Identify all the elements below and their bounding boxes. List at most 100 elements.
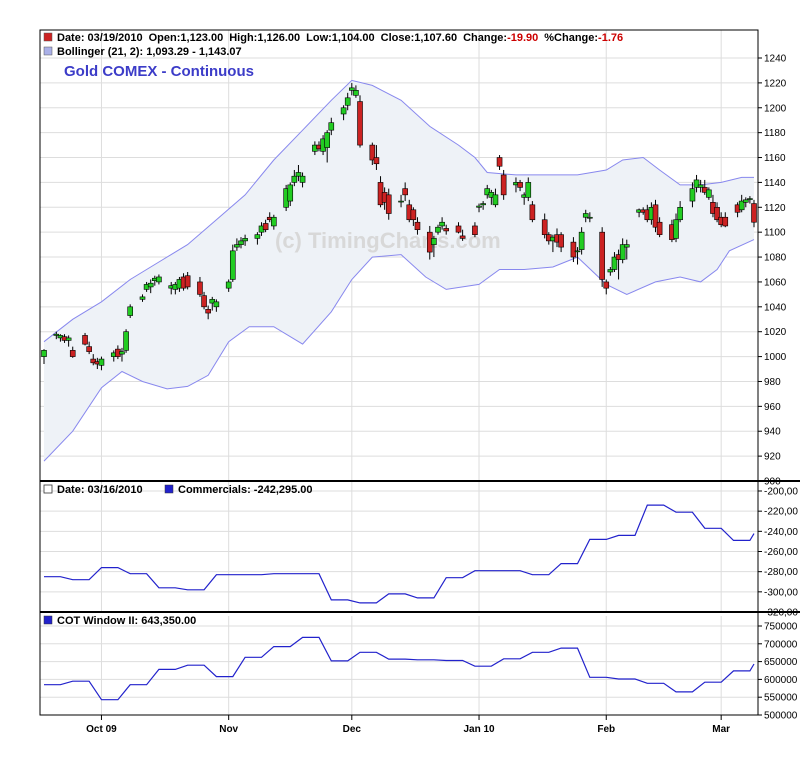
candle-body (373, 157, 380, 165)
candle-body (385, 194, 392, 214)
candle (431, 235, 437, 258)
candle-body (722, 216, 729, 227)
legend-change-value: -19.90 (507, 32, 538, 44)
candle (340, 105, 347, 121)
candle-body (656, 221, 663, 235)
y-tick-label: 1220 (764, 78, 787, 89)
candle (65, 335, 72, 347)
bollinger-legend-swatch (43, 46, 53, 56)
candle (349, 82, 355, 96)
candle (541, 213, 548, 239)
candle (41, 349, 47, 365)
x-tick-label: Jan 10 (463, 724, 495, 735)
commercials-y-axis: -320,00-300,00-280,00-260,00-240,00-220,… (758, 487, 798, 619)
y-tick-label: 1060 (764, 277, 787, 288)
candle-body (205, 309, 211, 314)
candle-body (738, 200, 745, 211)
candle (570, 237, 577, 263)
candle (603, 279, 610, 295)
candle-body (697, 184, 704, 188)
candle-body (123, 331, 129, 351)
candle-body (706, 189, 712, 198)
y-tick-label: 700000 (764, 639, 798, 650)
y-tick-label: 650000 (764, 657, 798, 668)
y-tick-label: 1020 (764, 327, 787, 338)
candle (611, 252, 618, 272)
y-tick-label: -260,00 (764, 547, 798, 558)
candle-body (90, 358, 97, 364)
candle-body (747, 198, 753, 200)
candle-body (619, 244, 626, 260)
candle-body (41, 350, 47, 357)
x-tick-label: Feb (597, 724, 615, 735)
bollinger-legend: Bollinger (21, 2): 1,093.29 - 1,143.07 (57, 46, 242, 58)
legend-pct-label: %Change: (544, 32, 598, 44)
commercials-date: Date: 03/16/2010 (57, 484, 143, 496)
candle (373, 145, 380, 170)
y-tick-label: 1040 (764, 302, 787, 313)
candle-body (213, 301, 220, 308)
candle-body (677, 206, 683, 221)
chart-title: Gold COMEX - Continuous (64, 63, 254, 80)
candle-body (295, 172, 302, 177)
candle (119, 347, 125, 362)
candle-body (197, 281, 203, 295)
candle-body (541, 219, 548, 235)
y-tick-label: 920 (764, 452, 781, 463)
y-tick-label: 1140 (764, 178, 786, 189)
candle (738, 194, 745, 213)
candle (435, 224, 441, 235)
legend-change-label: Change: (463, 32, 507, 44)
candle (156, 274, 162, 285)
candle (484, 184, 491, 199)
cot-panel-bg (40, 612, 758, 715)
candle-body (119, 351, 125, 355)
cot-line (44, 636, 755, 701)
candle-body (714, 206, 720, 221)
y-tick-label: 1160 (764, 153, 786, 164)
candle (439, 217, 445, 230)
candle-body (517, 182, 523, 188)
candle (747, 196, 753, 204)
cot-legend: COT Window II: 643,350.00 (57, 615, 196, 627)
candle-body (324, 132, 330, 148)
candle-body (82, 335, 88, 345)
candle-body (496, 157, 503, 167)
candle (271, 214, 277, 230)
candle-body (693, 179, 700, 188)
candle (127, 304, 133, 319)
candle (139, 294, 146, 302)
candle (525, 177, 532, 202)
candle (677, 201, 683, 223)
candle (299, 172, 306, 188)
candlesticks (41, 82, 757, 371)
legend-date: Date: 03/19/2010 (57, 32, 143, 44)
x-axis: Oct 09 Nov Dec Jan 10 Feb Mar (86, 715, 730, 735)
candle (656, 217, 663, 238)
commercials-legend-swatch (164, 484, 174, 494)
legend-open: Open:1,123.00 (149, 32, 224, 44)
candle-body (673, 219, 679, 239)
y-tick-label: -300,00 (764, 587, 798, 598)
candle-body (439, 221, 445, 227)
legend-pct-value: -1.76 (598, 32, 623, 44)
price-y-axis: 9009209409609801000102010401060108011001… (758, 54, 787, 488)
candle (574, 247, 581, 265)
candle (98, 356, 105, 371)
candle-body (254, 234, 261, 239)
candle (529, 201, 536, 223)
y-tick-label: 1240 (764, 54, 787, 65)
candle (86, 341, 92, 355)
commercials-line (44, 504, 755, 604)
candle (480, 201, 486, 210)
candle-body (65, 337, 72, 341)
candle (652, 199, 659, 233)
candle (205, 305, 211, 320)
x-tick-label: Mar (712, 724, 730, 735)
candle-body (492, 194, 499, 206)
commercials-panel-bg (40, 481, 758, 612)
candle (689, 182, 696, 208)
candle-body (623, 244, 630, 248)
y-tick-label: 940 (764, 427, 781, 438)
candle (578, 227, 585, 255)
